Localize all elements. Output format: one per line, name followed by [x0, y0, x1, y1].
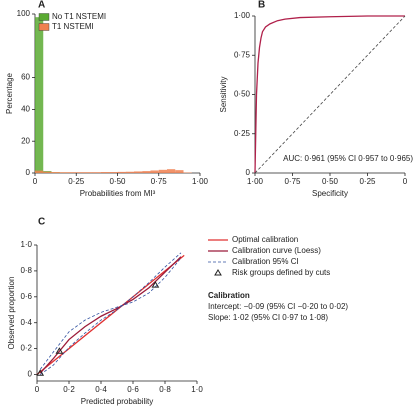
x-tick-label: 0	[33, 177, 38, 186]
x-tick-label: 0	[403, 177, 408, 186]
panel-label: B	[258, 0, 265, 11]
histogram-bar	[150, 170, 159, 173]
histogram-bar	[84, 172, 93, 173]
risk-group-marker	[55, 347, 64, 354]
histogram-bar	[125, 171, 134, 173]
x-axis-label: Specificity	[312, 189, 348, 198]
y-axis-label: Percentage	[5, 72, 14, 113]
y-tick-label: 100	[17, 9, 31, 18]
y-tick-label: 0·2	[20, 344, 32, 353]
y-tick-label: 0·8	[20, 266, 32, 275]
y-tick-label: 0	[26, 168, 31, 177]
annotation: Intercept: −0·09 (95% CI −0·20 to 0·02)	[208, 302, 348, 311]
y-tick-label: 1·0	[20, 240, 32, 249]
annotation-title: Calibration	[208, 291, 250, 300]
x-tick-label: 0·50	[322, 177, 339, 186]
y-tick-label: 20	[21, 136, 30, 145]
histogram-bar	[158, 169, 167, 173]
histogram-bar	[59, 172, 68, 173]
x-axis-label: Probabilities from MI³	[80, 189, 156, 198]
y-tick-label: 0	[246, 168, 251, 177]
y-tick-label: 0	[28, 370, 33, 379]
y-tick-label: 1·00	[234, 11, 251, 20]
legend-swatch	[214, 269, 222, 276]
series-line	[254, 15, 406, 174]
x-tick-label: 0·8	[159, 385, 171, 394]
annotation: Slope: 1·02 (95% CI 0·97 to 1·08)	[208, 313, 328, 322]
x-tick-label: 0·75	[151, 177, 168, 186]
x-axis-label: Predicted probability	[81, 397, 153, 406]
histogram-bar	[35, 17, 44, 174]
x-tick-label: 1·00	[192, 177, 209, 186]
y-axis-label: Sensitivity	[219, 76, 228, 112]
risk-group-marker	[151, 281, 160, 288]
legend-label: Calibration curve (Loess)	[232, 246, 321, 255]
histogram-bar	[117, 171, 126, 173]
histogram-bar	[68, 172, 77, 173]
x-tick-label: 1·00	[247, 177, 264, 186]
legend-swatch	[38, 23, 50, 31]
x-tick-label: 0·75	[284, 177, 301, 186]
histogram-bar	[35, 170, 44, 173]
legend-swatch	[38, 13, 50, 21]
legend-label: T1 NSTEMI	[52, 22, 94, 31]
panel-label: C	[38, 217, 45, 228]
histogram-bar	[51, 172, 60, 173]
legend-label: No T1 NSTEMI	[52, 12, 106, 21]
histogram-bar	[109, 172, 118, 173]
x-tick-label: 0·50	[109, 177, 126, 186]
y-axis-label: Observed proportion	[7, 277, 16, 350]
panel-label: A	[38, 0, 45, 11]
x-tick-label: 0·2	[63, 385, 75, 394]
x-tick-label: 1·0	[191, 385, 203, 394]
y-tick-label: 0·50	[234, 90, 251, 99]
histogram-bar	[43, 171, 52, 173]
histogram-bar	[167, 169, 176, 173]
x-tick-label: 0·25	[68, 177, 85, 186]
annotation: AUC: 0·961 (95% CI 0·957 to 0·965)	[283, 154, 413, 163]
histogram-bar	[101, 172, 110, 173]
x-tick-label: 0·4	[95, 385, 107, 394]
histogram-bar	[134, 171, 143, 173]
y-tick-label: 0·6	[20, 292, 32, 301]
risk-group-marker	[36, 369, 45, 376]
histogram-bar	[175, 170, 184, 173]
series-line	[254, 15, 405, 174]
x-tick-label: 0·25	[359, 177, 376, 186]
y-tick-label: 0·75	[234, 50, 251, 59]
histogram-bar	[76, 172, 85, 173]
y-tick-label: 60	[21, 73, 30, 82]
histogram-bar	[142, 171, 151, 173]
histogram-bar	[92, 172, 101, 173]
y-tick-label: 40	[21, 105, 30, 114]
x-tick-label: 0	[35, 385, 40, 394]
y-tick-label: 0·25	[234, 129, 251, 138]
y-tick-label: 0·4	[20, 318, 32, 327]
series-line	[36, 254, 185, 376]
legend-label: Calibration 95% CI	[232, 257, 299, 266]
series-line	[39, 252, 182, 375]
series-line	[39, 256, 182, 374]
legend-label: Risk groups defined by cuts	[232, 268, 330, 277]
x-tick-label: 0·6	[127, 385, 139, 394]
legend-label: Optimal calibration	[232, 235, 298, 244]
